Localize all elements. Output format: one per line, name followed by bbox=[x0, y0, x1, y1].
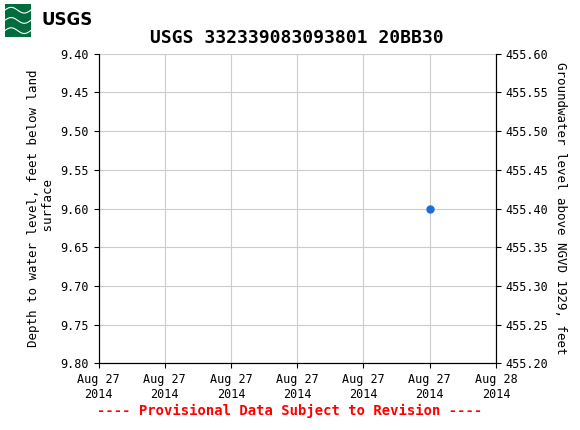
Text: USGS: USGS bbox=[41, 12, 92, 29]
Text: ---- Provisional Data Subject to Revision ----: ---- Provisional Data Subject to Revisio… bbox=[97, 404, 483, 418]
Title: USGS 332339083093801 20BB30: USGS 332339083093801 20BB30 bbox=[150, 29, 444, 46]
Bar bbox=[3, 3, 93, 38]
Bar bbox=[5, 4, 31, 37]
Y-axis label: Depth to water level, feet below land
 surface: Depth to water level, feet below land su… bbox=[27, 70, 55, 347]
Y-axis label: Groundwater level above NGVD 1929, feet: Groundwater level above NGVD 1929, feet bbox=[554, 62, 567, 355]
